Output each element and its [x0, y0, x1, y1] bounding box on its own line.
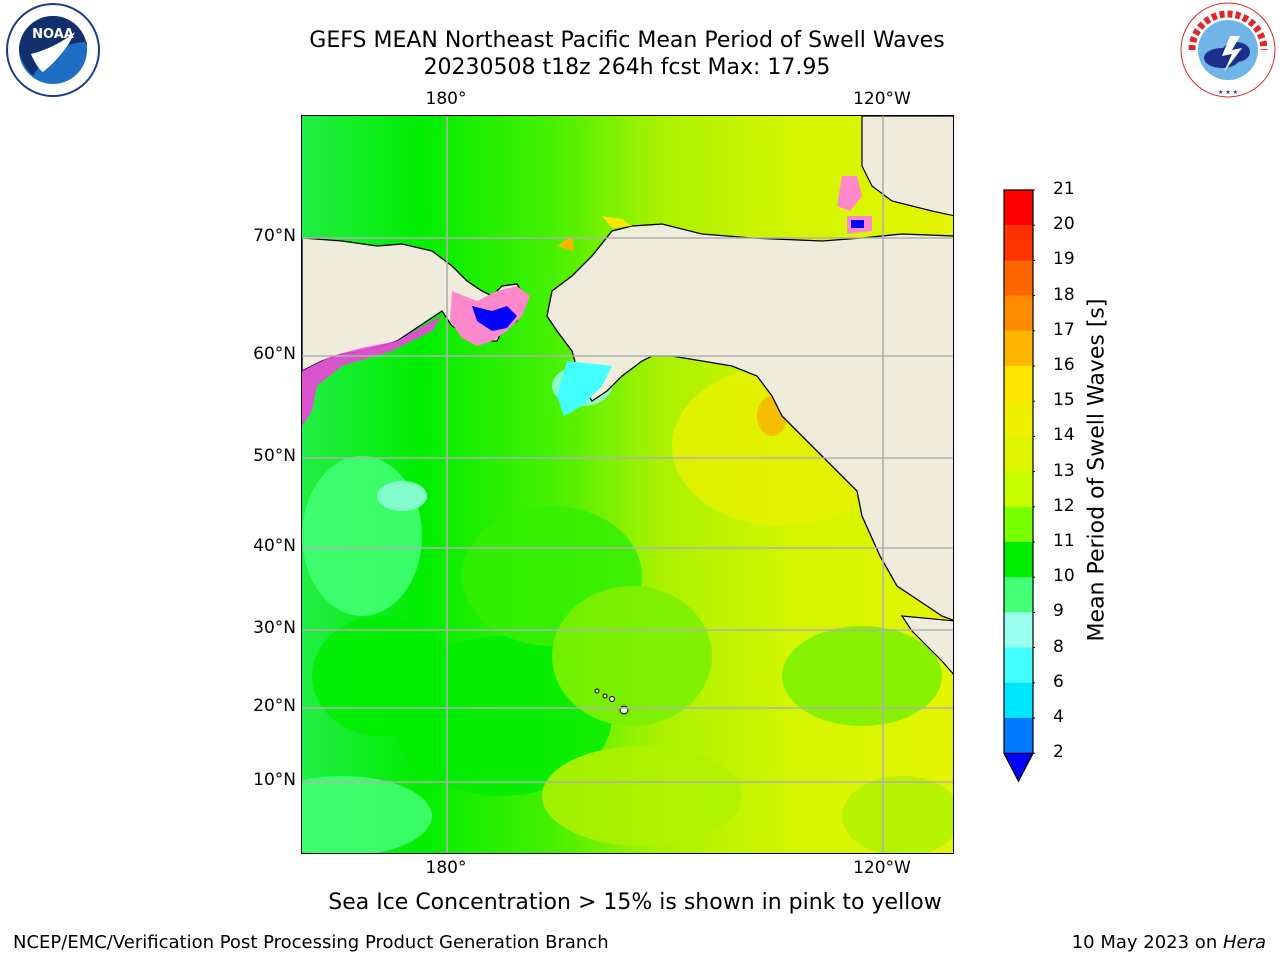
colorbar-segment: [1004, 190, 1033, 226]
land-arctic-islands: [861, 116, 953, 217]
colorbar-tick-label: 13: [1053, 460, 1075, 481]
colorbar-tick-label: 12: [1053, 495, 1075, 516]
colorbar-tick-label: 19: [1053, 249, 1075, 270]
colorbar-tick-label: 16: [1053, 355, 1075, 375]
lon-label-bottom-120w: 120°W: [853, 858, 911, 878]
colorbar-tick-label: 20: [1053, 214, 1075, 235]
sea-ice-note: Sea Ice Concentration > 15% is shown in …: [328, 890, 942, 915]
colorbar-segment: [1004, 436, 1033, 473]
colorbar-label: Mean Period of Swell Waves [s]: [1084, 298, 1110, 642]
colorbar-segment: [1004, 542, 1033, 578]
cyan-patch: [557, 361, 612, 416]
lon-label-top-180: 180°: [425, 89, 467, 109]
colorbar-segment: [1004, 647, 1033, 684]
lat-label-40n: 40°N: [253, 536, 296, 556]
colorbar-segment: [1004, 225, 1033, 261]
colorbar-segment: [1004, 612, 1033, 649]
lat-label-30n: 30°N: [253, 618, 296, 638]
land-alaska-canada: [546, 223, 953, 621]
lat-label-70n: 70°N: [253, 226, 296, 246]
map-panel: [301, 115, 954, 854]
lat-label-50n: 50°N: [253, 446, 296, 466]
colorbar-segment: [1004, 295, 1033, 332]
colorbar: [1003, 189, 1038, 788]
colorbar-segment: [1004, 471, 1033, 508]
lat-label-20n: 20°N: [253, 696, 296, 716]
lon-label-bottom-180: 180°: [425, 858, 467, 878]
colorbar-tick-label: 14: [1053, 425, 1075, 446]
colorbar-tick-label: 21: [1053, 179, 1075, 199]
graticule: [302, 116, 953, 853]
colorbar-segment: [1004, 366, 1033, 402]
noaa-logo: NOAA: [3, 2, 103, 106]
colorbar-under-triangle: [1003, 752, 1034, 783]
footer-machine-name: Hera: [1222, 932, 1266, 953]
colorbar-tick-label: 6: [1053, 671, 1064, 692]
footer-date: 10 May 2023 on Hera: [1072, 932, 1266, 953]
colorbar-segment: [1004, 577, 1033, 613]
colorbar-tick-label: 17: [1053, 319, 1075, 340]
colorbar-tick-label: 2: [1053, 742, 1064, 763]
colorbar-tick-label: 8: [1053, 636, 1064, 657]
plot-title: GEFS MEAN Northeast Pacific Mean Period …: [309, 28, 945, 53]
sea-ice-overlay: [302, 176, 872, 426]
footer-date-text: 10 May 2023 on: [1071, 932, 1223, 953]
colorbar-tick-label: 9: [1053, 601, 1064, 622]
footer-credit: NCEP/EMC/Verification Post Processing Pr…: [13, 932, 609, 953]
colorbar-tick-label: 4: [1053, 707, 1064, 727]
noaa-logo-text: NOAA: [32, 27, 74, 42]
svg-text:★ ★ ★: ★ ★ ★: [1218, 89, 1238, 96]
lat-label-10n: 10°N: [253, 770, 296, 790]
colorbar-segment: [1004, 682, 1033, 719]
colorbar-segment: [1004, 718, 1033, 754]
colorbar-segment: [1004, 506, 1033, 543]
colorbar-tick-label: 15: [1053, 390, 1075, 411]
nws-logo: ★ ★ ★: [1178, 0, 1278, 104]
plot-subtitle: 20230508 t18z 264h fcst Max: 17.95: [423, 55, 831, 80]
colorbar-tick-label: 10: [1053, 566, 1075, 587]
lat-label-60n: 60°N: [253, 344, 296, 364]
colorbar-tick-label: 11: [1053, 531, 1075, 551]
colorbar-segment: [1004, 401, 1033, 437]
lon-label-top-120w: 120°W: [853, 89, 911, 109]
colorbar-tick-label: 18: [1053, 284, 1075, 305]
colorbar-segment: [1004, 260, 1033, 297]
colorbar-segment: [1004, 330, 1033, 367]
